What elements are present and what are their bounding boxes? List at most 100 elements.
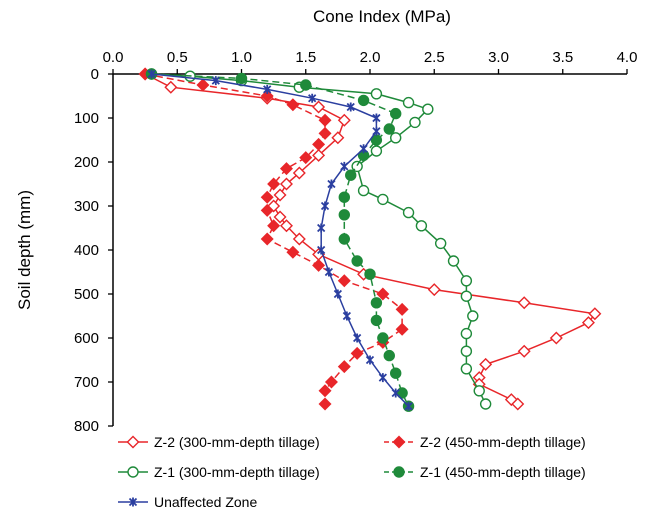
data-point: [324, 375, 338, 389]
data-point: [467, 310, 479, 322]
legend-label: Z-2 (300-mm-depth tillage): [154, 434, 320, 450]
data-point: [299, 151, 313, 165]
data-point: [517, 296, 531, 310]
data-point: [338, 191, 350, 203]
data-point: [260, 232, 274, 246]
data-point: [333, 289, 343, 299]
data-point: [402, 206, 415, 219]
data-point: [196, 78, 210, 92]
data-point: [511, 397, 525, 411]
series-5: [147, 69, 413, 411]
y-tick-label: 0: [91, 66, 99, 83]
data-point: [211, 76, 220, 86]
data-point: [357, 94, 370, 107]
data-point: [517, 344, 531, 358]
x-tick-label: 3.5: [552, 49, 573, 66]
data-point: [460, 327, 473, 340]
data-point: [460, 345, 473, 357]
x-tick-label: 2.5: [424, 49, 445, 66]
data-point: [312, 100, 326, 114]
data-point: [404, 401, 413, 411]
data-point: [460, 363, 473, 375]
legend-item: Unaffected Zone: [118, 494, 257, 510]
data-point: [267, 177, 281, 191]
data-point: [312, 258, 326, 272]
data-point: [422, 103, 434, 115]
legend: Z-2 (300-mm-depth tillage) Z-2 (450-mm-de…: [118, 434, 586, 510]
data-point: [331, 131, 345, 145]
y-tick-label: 300: [74, 198, 99, 215]
data-point: [376, 287, 390, 301]
x-tick-label: 3.0: [488, 49, 509, 66]
data-point: [370, 88, 383, 100]
data-point: [308, 93, 317, 103]
data-point: [383, 349, 395, 362]
data-point: [327, 179, 336, 189]
series-line: [151, 73, 487, 405]
data-point: [324, 267, 334, 277]
x-tick-label: 0.5: [167, 49, 188, 66]
data-point: [351, 255, 363, 267]
data-point: [588, 307, 602, 321]
data-point: [370, 297, 383, 309]
data-point: [279, 219, 293, 233]
data-point: [378, 373, 387, 383]
data-point: [286, 245, 300, 259]
series-layer: [138, 67, 602, 412]
data-point: [337, 113, 351, 127]
data-point: [377, 193, 389, 206]
x-axis-ticks: 0.0 0.5 1.0 1.5 2.0 2.5 3.0 3.5 4.0: [103, 49, 638, 74]
data-point: [391, 388, 400, 398]
data-point: [317, 223, 326, 233]
legend-label: Z-1 (450-mm-depth tillage): [420, 464, 586, 480]
data-point: [447, 255, 460, 267]
y-tick-label: 600: [74, 330, 99, 347]
data-point: [342, 311, 352, 321]
legend-item: Z-2 (300-mm-depth tillage): [118, 434, 320, 450]
data-point: [267, 219, 281, 233]
data-point: [260, 203, 274, 217]
data-point: [337, 360, 351, 374]
legend-item: Z-1 (300-mm-depth tillage): [118, 464, 320, 480]
data-point: [338, 209, 350, 221]
series-3: [145, 68, 492, 410]
x-tick-label: 2.0: [360, 49, 381, 66]
data-point: [460, 290, 473, 302]
legend-label: Z-2 (450-mm-depth tillage): [420, 434, 586, 450]
data-point: [427, 283, 441, 297]
data-point: [479, 398, 492, 410]
data-point: [318, 126, 332, 140]
data-point: [365, 355, 375, 365]
data-point: [460, 275, 473, 287]
data-point: [235, 72, 248, 85]
data-point: [364, 268, 376, 280]
data-point: [353, 333, 362, 343]
data-point: [409, 116, 421, 129]
data-point: [395, 322, 409, 336]
data-point: [383, 123, 395, 135]
data-point: [473, 385, 485, 397]
x-tick-label: 4.0: [617, 49, 638, 66]
data-point: [390, 367, 402, 379]
data-point: [415, 220, 428, 232]
data-point: [434, 237, 447, 250]
data-point: [317, 245, 326, 255]
legend-label: Unaffected Zone: [154, 494, 257, 510]
x-tick-label: 1.0: [231, 49, 252, 66]
data-point: [318, 397, 332, 411]
data-point: [581, 316, 595, 330]
y-tick-label: 200: [74, 154, 99, 171]
legend-swatch-marker: [127, 466, 139, 478]
legend-item: Z-2 (450-mm-depth tillage): [384, 434, 586, 450]
data-point: [390, 132, 402, 144]
data-point: [312, 137, 326, 151]
data-point: [338, 233, 350, 245]
data-point: [359, 144, 368, 154]
data-point: [286, 98, 300, 112]
legend-swatch-marker: [126, 435, 140, 449]
data-point: [395, 302, 409, 316]
data-point: [372, 126, 381, 136]
data-point: [279, 162, 293, 176]
plot-area: 0.0 0.5 1.0 1.5 2.0 2.5 3.0 3.5 4.0 0 100 200 300 40…: [74, 49, 637, 435]
